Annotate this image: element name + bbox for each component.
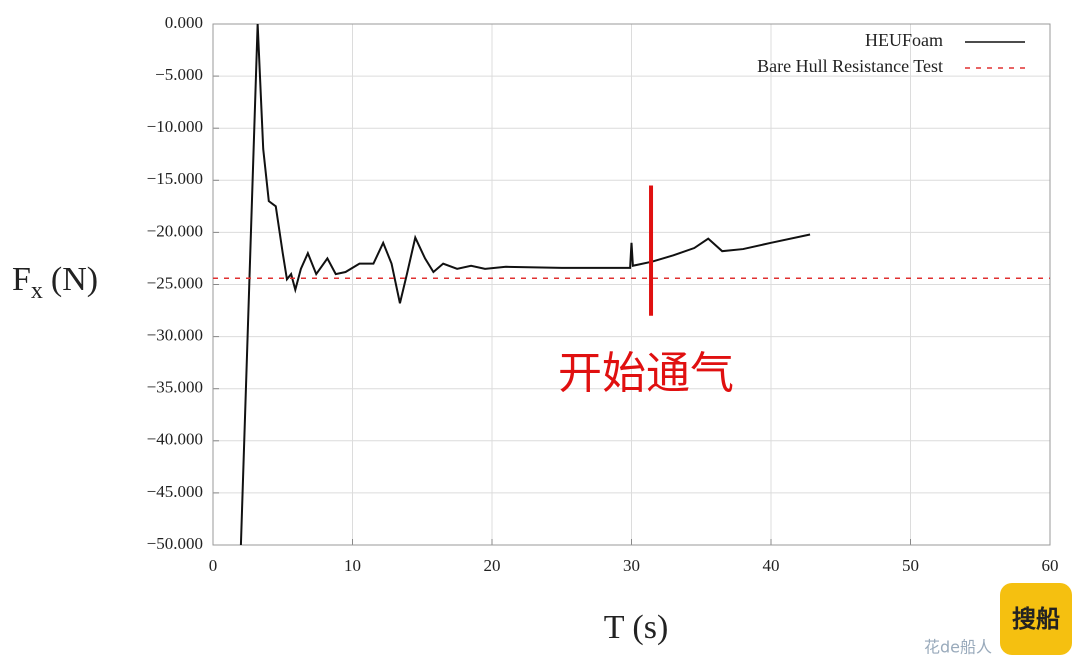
y-tick-label: −5.000 xyxy=(155,65,203,84)
y-label-sub: x xyxy=(31,278,43,304)
y-tick-label: −15.000 xyxy=(147,169,203,188)
series-line xyxy=(239,24,811,545)
x-tick-label: 20 xyxy=(484,556,501,575)
y-tick-label: −25.000 xyxy=(147,273,203,292)
x-axis-label: T (s) xyxy=(604,609,669,646)
y-axis-label: Fx (N) xyxy=(12,261,98,304)
y-tick-label: −45.000 xyxy=(147,482,203,501)
x-tick-label: 40 xyxy=(763,556,780,575)
x-tick-label: 10 xyxy=(344,556,361,575)
x-tick-label: 60 xyxy=(1042,556,1059,575)
annotation-text: 开始通气 xyxy=(558,348,734,399)
y-label-main: F xyxy=(12,261,31,298)
y-label-unit: (N) xyxy=(51,261,98,298)
y-tick-label: −30.000 xyxy=(147,326,203,345)
x-tick-label: 0 xyxy=(209,556,218,575)
x-tick-label: 30 xyxy=(623,556,640,575)
plot-frame xyxy=(212,23,1051,546)
y-tick-label: −40.000 xyxy=(147,430,203,449)
y-tick-label: 0.000 xyxy=(165,13,203,32)
legend-label: Bare Hull Resistance Test xyxy=(757,56,943,76)
watermark-badge xyxy=(1000,583,1072,655)
legend-label: HEUFoam xyxy=(865,30,943,50)
y-tick-label: −50.000 xyxy=(147,534,203,553)
x-tick-label: 50 xyxy=(902,556,919,575)
y-tick-label: −20.000 xyxy=(147,221,203,240)
y-tick-label: −35.000 xyxy=(147,378,203,397)
y-tick-label: −10.000 xyxy=(147,117,203,136)
watermark-badge-text: 搜船 xyxy=(1012,605,1060,633)
watermark-text: 花de船人 xyxy=(924,638,992,657)
